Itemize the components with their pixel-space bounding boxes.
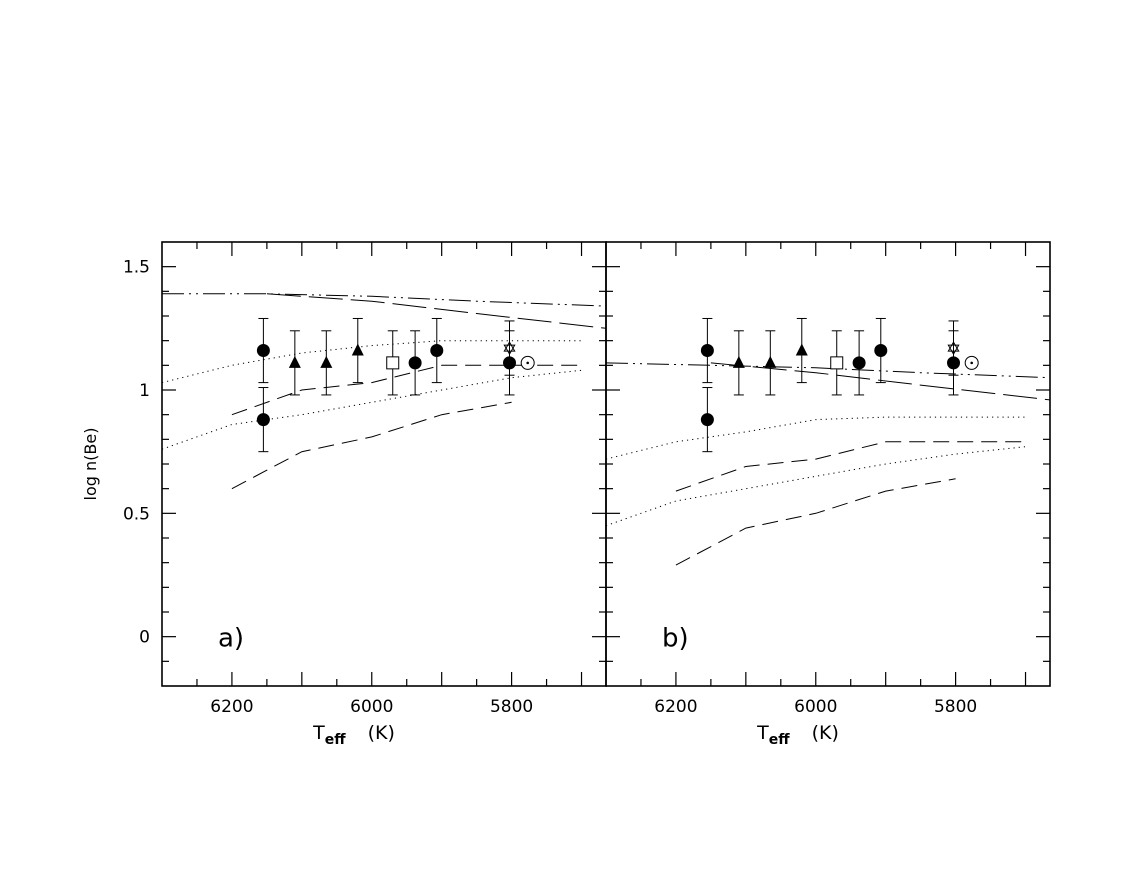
data-point-star (947, 341, 960, 352)
data-point-circle (852, 356, 866, 370)
data-point-triangle (320, 355, 333, 368)
panel-label: b) (662, 624, 689, 654)
data-point-circle (700, 413, 714, 427)
data-point-sun-dot (526, 361, 529, 365)
plot-frame (605, 241, 1051, 687)
panel-b: 6200 6000 5800 Teff (K) b) (605, 241, 1051, 748)
x-tick-label: 6200 (654, 697, 697, 717)
model-curve-dashed (231, 401, 512, 490)
model-curve-dashed (231, 364, 582, 416)
model-curve-dotdash (606, 362, 1050, 379)
y-tick-label: 0 (139, 628, 150, 648)
data-point-circle (700, 344, 714, 358)
data-point-triangle (795, 343, 808, 356)
x-tick-label: 6000 (794, 697, 837, 717)
x-tick-label: 5800 (934, 697, 977, 717)
data-point-triangle (288, 355, 301, 368)
y-tick-label: 1 (139, 381, 150, 401)
data-point-triangle (351, 343, 364, 356)
data-point-circle (256, 413, 270, 427)
model-curve-dashed (675, 441, 1026, 492)
x-tick-label: 6000 (350, 697, 393, 717)
model-curve-dotted (162, 340, 582, 384)
x-tick-label: 6200 (210, 697, 253, 717)
data-point-circle (408, 356, 422, 370)
panel-a: 6200 6000 5800 0 0.5 1 1.5 Teff (K) log n(Be) a) (81, 241, 607, 748)
model-curve-dotdash (162, 293, 606, 307)
data-point-square (830, 356, 844, 370)
y-tick-label: 1.5 (123, 258, 150, 278)
data-point-star (947, 344, 960, 356)
data-point-sun-dot (970, 361, 973, 365)
data-point-circle (430, 344, 444, 358)
model-curve-dashed (675, 478, 956, 566)
data-point-circle (874, 344, 888, 358)
y-axis-label: log n(Be) (81, 428, 100, 501)
data-point-circle (256, 344, 270, 358)
model-curve-dotted (606, 446, 1026, 527)
data-point-star (503, 344, 516, 356)
panel-label: a) (218, 624, 244, 654)
data-point-star (503, 341, 516, 352)
model-curve-dotted (606, 416, 1026, 460)
plot-frame (161, 241, 607, 687)
data-point-triangle (732, 355, 745, 368)
x-axis-label: Teff (K) (312, 722, 395, 748)
model-curve-longdash (710, 362, 1050, 401)
model-curve-longdash (266, 293, 606, 329)
x-axis-label: Teff (K) (756, 722, 839, 748)
data-point-square (386, 356, 400, 370)
x-tick-label: 5800 (490, 697, 533, 717)
data-point-triangle (764, 355, 777, 368)
y-tick-label: 0.5 (123, 504, 150, 524)
